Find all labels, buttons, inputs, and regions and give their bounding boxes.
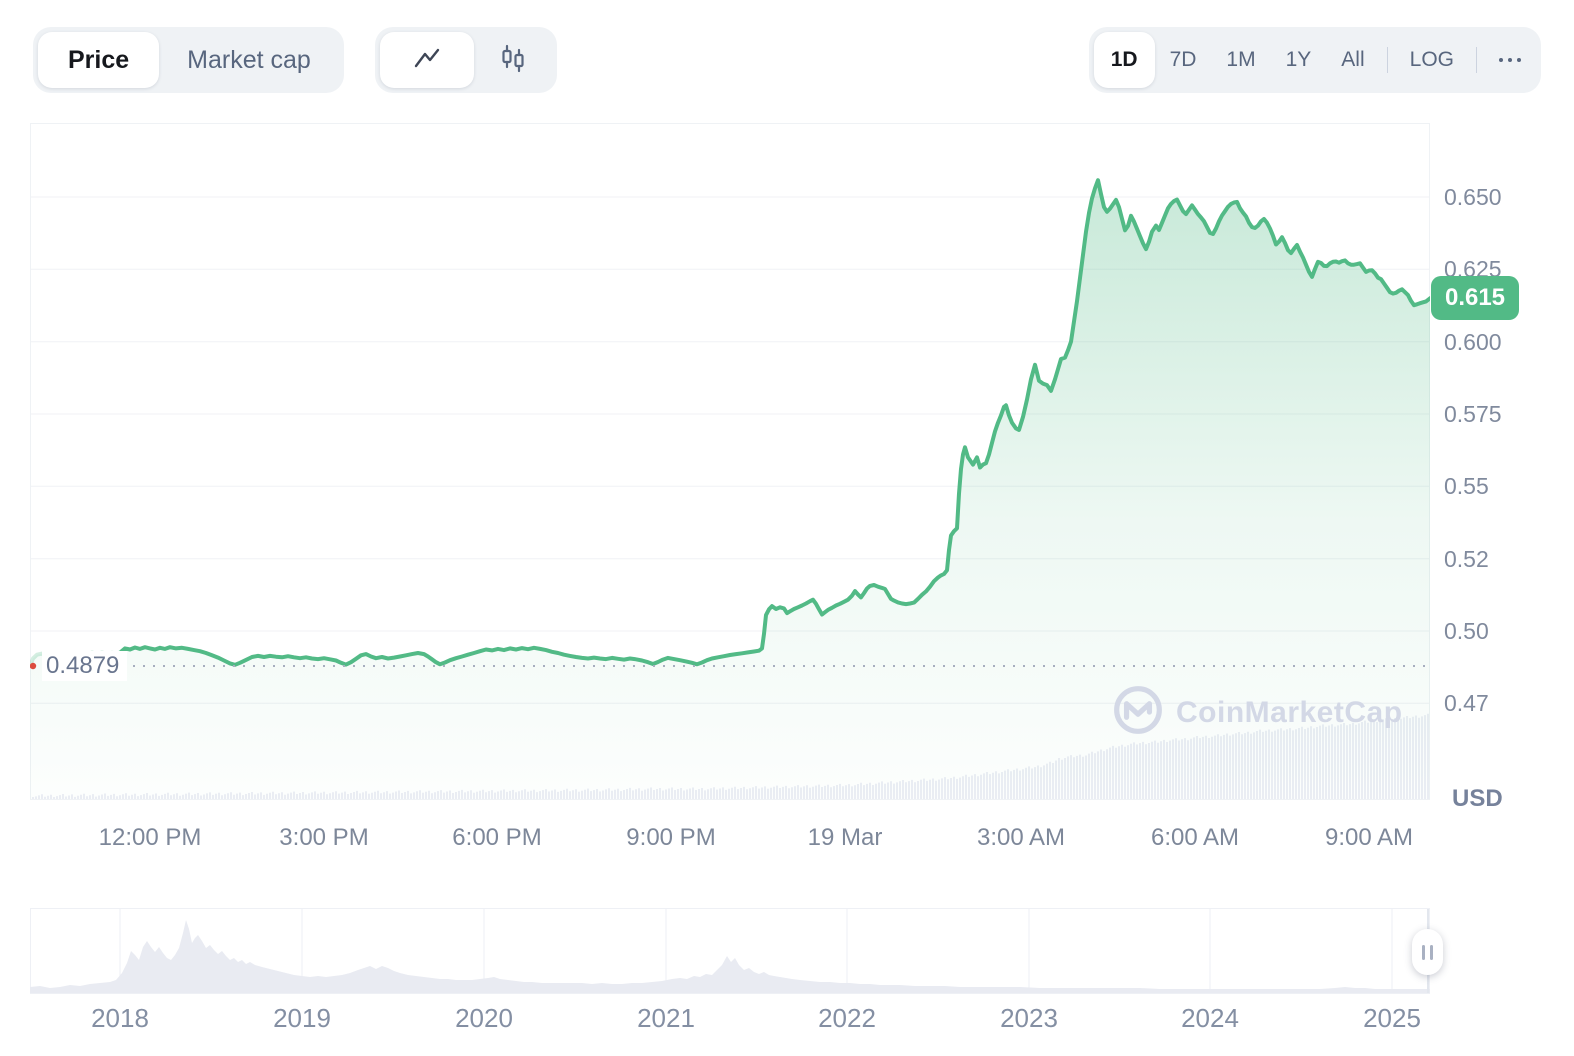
range-1d-button[interactable]: 1D (1093, 32, 1155, 88)
range-1m-button[interactable]: 1M (1211, 32, 1270, 88)
candlestick-button[interactable] (474, 32, 552, 88)
y-axis-tick: 0.600 (1444, 329, 1502, 355)
y-axis-tick: 0.50 (1444, 618, 1489, 644)
price-chart[interactable] (30, 123, 1430, 800)
divider (1386, 47, 1388, 73)
x-axis-tick: 6:00 PM (452, 824, 542, 851)
minimap-year-label: 2019 (273, 1003, 331, 1033)
range-toggle: 1D 7D 1M 1Y All LOG (1088, 27, 1541, 93)
y-axis-tick: 0.52 (1444, 546, 1489, 572)
range-1y-button[interactable]: 1Y (1271, 32, 1327, 88)
low-price-label: 0.4879 (42, 651, 128, 681)
y-axis-unit: USD (1452, 785, 1503, 812)
x-axis-tick: 9:00 AM (1324, 824, 1414, 851)
minimap-year-label: 2024 (1181, 1003, 1239, 1033)
more-options-button[interactable] (1484, 32, 1536, 88)
line-chart-icon (412, 47, 442, 74)
range-all-button[interactable]: All (1326, 32, 1379, 88)
line-chart-button[interactable] (380, 32, 474, 88)
x-axis-tick: 12:00 PM (98, 824, 202, 851)
current-price-badge: 0.615 (1431, 276, 1519, 320)
metric-toggle: Price Market cap (33, 27, 344, 93)
price-tab[interactable]: Price (38, 32, 160, 88)
minimap-year-label: 2022 (818, 1003, 876, 1033)
log-scale-button[interactable]: LOG (1395, 32, 1469, 88)
x-axis-tick: 19 Mar (807, 824, 883, 851)
minimap-year-label: 2018 (91, 1003, 149, 1033)
divider (1476, 47, 1477, 73)
handle-grip-icon (1430, 944, 1433, 960)
timeline-minimap[interactable] (30, 908, 1430, 994)
minimap-year-label: 2020 (455, 1003, 513, 1033)
minimap-year-label: 2021 (637, 1003, 695, 1033)
range-drag-handle[interactable] (1412, 929, 1443, 975)
x-axis-tick: 6:00 AM (1150, 824, 1240, 851)
handle-grip-icon (1422, 944, 1425, 960)
minimap-year-label: 2023 (1000, 1003, 1058, 1033)
candlestick-icon (499, 44, 527, 77)
market-cap-tab[interactable]: Market cap (159, 32, 339, 88)
y-axis-tick: 0.47 (1444, 690, 1489, 716)
x-axis-tick: 3:00 PM (279, 824, 369, 851)
minimap-year-label: 2025 (1363, 1003, 1421, 1033)
range-7d-button[interactable]: 7D (1155, 32, 1212, 88)
ellipsis-icon (1499, 58, 1521, 62)
y-axis-tick: 0.575 (1444, 401, 1502, 427)
chart-type-toggle (375, 27, 557, 93)
y-axis-tick: 0.650 (1444, 184, 1502, 210)
y-axis-tick: 0.55 (1444, 473, 1489, 499)
x-axis-tick: 3:00 AM (976, 824, 1066, 851)
x-axis-tick: 9:00 PM (626, 824, 716, 851)
